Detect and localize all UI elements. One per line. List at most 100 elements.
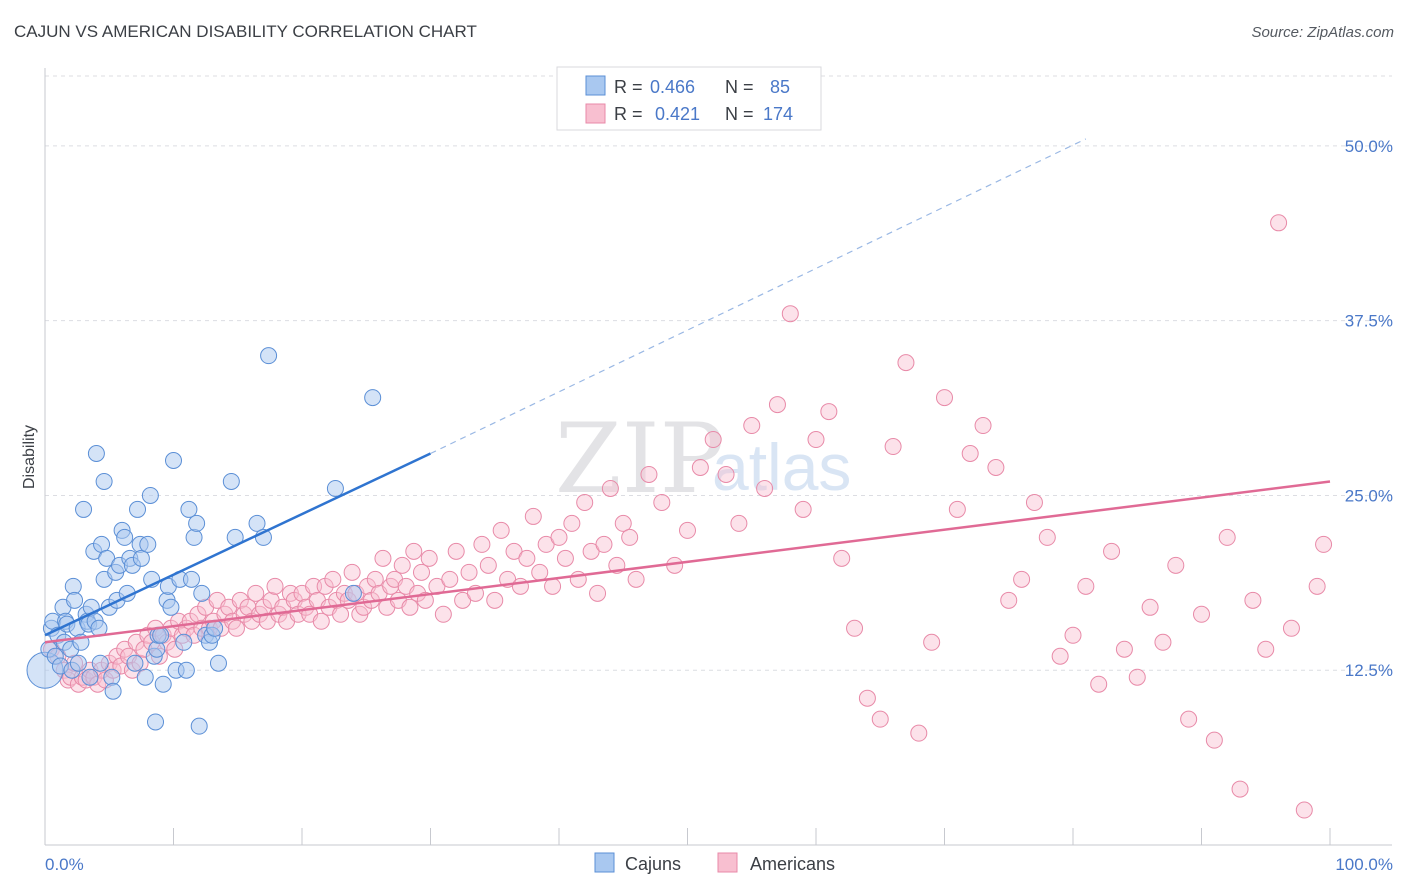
american-point <box>936 389 953 407</box>
cajun-point <box>190 717 208 735</box>
cajun-point <box>180 500 198 518</box>
cajun-point <box>98 549 116 567</box>
american-point <box>833 549 851 567</box>
american-point <box>1315 535 1333 553</box>
american-point <box>1128 668 1146 686</box>
cajun-point <box>209 654 227 672</box>
american-point <box>563 514 581 532</box>
legend-swatch-cajuns <box>585 75 606 96</box>
american-point <box>923 633 941 651</box>
american-point <box>1103 542 1121 560</box>
american-point <box>518 549 536 567</box>
american-point <box>305 577 323 595</box>
american-point <box>576 493 594 511</box>
cajun-points <box>26 347 382 735</box>
american-point <box>1038 528 1056 546</box>
american-point <box>1205 731 1223 749</box>
american-point <box>1244 591 1262 609</box>
chart-title: CAJUN VS AMERICAN DISABILITY CORRELATION… <box>14 22 477 41</box>
american-point <box>1115 640 1133 658</box>
cajun-point <box>81 668 99 686</box>
american-point <box>1051 647 1069 665</box>
cajun-point <box>91 654 109 672</box>
american-point <box>601 479 619 497</box>
correlation-legend: R = 0.466 N = 85 R = 0.421 N = 174 <box>556 66 822 131</box>
american-point <box>420 549 438 567</box>
american-point <box>1077 577 1095 595</box>
american-point <box>332 605 350 623</box>
cajun-point <box>147 713 165 731</box>
american-point <box>312 612 330 630</box>
legend-r-label-cajuns: R = <box>614 77 643 97</box>
cajun-point <box>165 452 182 469</box>
axis-labels: 12.5% 25.0% 37.5% 50.0% 0.0% 100.0% <box>45 137 1393 874</box>
legend-r-label-americans: R = <box>614 104 643 124</box>
american-point <box>473 535 491 553</box>
american-point <box>807 431 825 449</box>
american-point <box>1270 214 1288 232</box>
cajun-point <box>177 661 195 679</box>
american-point <box>704 431 722 449</box>
american-point <box>1180 710 1198 728</box>
american-point <box>486 591 504 609</box>
american-point <box>556 549 574 567</box>
american-point <box>910 724 928 742</box>
american-point <box>393 556 411 574</box>
american-point <box>1231 780 1249 798</box>
american-point <box>441 570 459 588</box>
american-point <box>460 563 478 581</box>
chart-source: Source: ZipAtlas.com <box>1251 24 1394 41</box>
american-point <box>768 396 786 414</box>
american-point <box>820 403 838 421</box>
american-point <box>1282 619 1300 637</box>
american-trend-line <box>44 480 1331 644</box>
cajun-point <box>162 598 180 616</box>
american-point <box>505 542 523 560</box>
american-points <box>42 214 1333 819</box>
american-point <box>1257 640 1275 658</box>
american-point <box>974 417 992 435</box>
american-point <box>595 535 613 553</box>
american-point <box>743 417 761 435</box>
grid-lines <box>45 75 1392 671</box>
american-point <box>794 500 812 518</box>
cajun-point <box>188 514 206 532</box>
legend-r-value-cajuns: 0.466 <box>650 77 695 97</box>
american-point <box>550 528 568 546</box>
cajun-point <box>175 633 193 651</box>
cajun-point <box>344 584 362 602</box>
legend-n-label-americans: N = <box>725 104 754 124</box>
cajun-point <box>95 472 113 490</box>
american-point <box>266 577 284 595</box>
american-point <box>343 563 361 581</box>
bottom-legend-swatch-americans <box>717 852 738 873</box>
x-tick-label-min: 0.0% <box>45 855 84 874</box>
cajun-point <box>75 500 93 518</box>
american-point <box>589 584 607 602</box>
american-point <box>1308 577 1326 595</box>
cajun-point <box>326 479 344 497</box>
american-point <box>413 563 431 581</box>
american-point <box>537 535 555 553</box>
american-point <box>627 570 645 588</box>
american-point <box>324 570 342 588</box>
american-point <box>227 619 245 637</box>
american-point <box>544 577 562 595</box>
bottom-legend-swatch-cajuns <box>594 852 615 873</box>
american-point <box>679 521 696 539</box>
american-point <box>401 598 419 616</box>
trend-lines <box>44 138 1331 644</box>
american-point <box>717 465 735 483</box>
watermark-zip: ZIP <box>555 403 724 515</box>
american-point <box>1013 570 1031 588</box>
cajun-point <box>141 486 159 504</box>
american-point <box>531 563 549 581</box>
american-point <box>640 465 658 483</box>
cajun-point <box>185 528 203 546</box>
y-tick-label: 25.0% <box>1345 486 1393 505</box>
american-point <box>1141 598 1159 616</box>
cajun-point <box>87 445 105 463</box>
cajun-point <box>126 654 144 672</box>
american-point <box>653 493 671 511</box>
